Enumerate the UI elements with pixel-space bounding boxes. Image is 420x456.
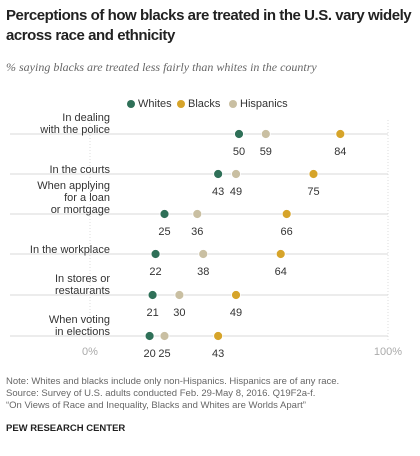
value-label: 64 [275,266,287,278]
value-label: 50 [233,146,245,158]
chart-subtitle: % saying blacks are treated less fairly … [6,60,317,74]
note-line: Note: Whites and blacks include only non… [6,376,340,387]
notes: Note: Whites and blacks include only non… [6,376,418,412]
value-label: 49 [230,186,242,198]
value-label: 30 [173,307,185,319]
x-tick-label: 0% [82,346,98,358]
dot [308,169,319,179]
dot [150,249,161,259]
category-label-line: In stores or [55,273,110,285]
dot [147,290,158,300]
category-label: In the courts [49,164,110,176]
dot [198,249,209,259]
category-label-line: In dealing [62,112,110,124]
dot [213,331,224,341]
dot [335,129,346,139]
legend-swatch [177,100,185,108]
dot [159,331,170,341]
value-label: 59 [260,146,272,158]
category-label-line: or mortgage [51,204,110,216]
value-label: 36 [191,226,203,238]
value-label: 22 [149,266,161,278]
value-label: 43 [212,348,224,360]
category-label-line: with the police [39,124,110,136]
value-label: 43 [212,186,224,198]
dot [275,249,286,259]
source: PEW RESEARCH CENTER [6,423,126,434]
dot [144,331,155,341]
value-label: 20 [143,348,155,360]
category-label-line: restaurants [55,285,111,297]
dot [213,169,224,179]
value-label: 21 [146,307,158,319]
value-label: 38 [197,266,209,278]
category-label-line: When voting [49,314,110,326]
value-label: 49 [230,307,242,319]
chart-title: Perceptions of how blacks are treated in… [6,7,412,44]
note-line: Source: Survey of U.S. adults conducted … [6,388,316,399]
value-label: 25 [158,348,170,360]
dot [281,209,292,219]
category-label: In dealing with the police [39,112,110,136]
category-label: When voting in elections [49,314,111,338]
legend-swatch [127,100,135,108]
category-label-line: When applying [37,180,110,192]
dot [234,129,244,139]
category-label-line: In the workplace [30,244,110,256]
category-label: When applying for a loan or mortgage [37,180,110,216]
value-label: 84 [334,146,346,158]
chart: Whites Blacks Hispanics 0% 100% In dealing wit… [10,98,402,360]
dot [159,209,170,219]
value-label: 25 [158,226,170,238]
value-label: 75 [307,186,319,198]
value-label: 66 [281,226,293,238]
dot [231,290,241,300]
dot [174,290,185,300]
legend-label: Whites [138,98,172,110]
dot [260,129,271,139]
dot [192,209,203,219]
category-label-line: In the courts [49,164,110,176]
category-label: In stores or restaurants [55,273,111,297]
x-tick-label: 100% [374,346,402,358]
note-line: “On Views of Race and Inequality, Blacks… [6,400,306,411]
category-label-line: for a loan [64,192,110,204]
category-label: In the workplace [30,244,110,256]
legend-label: Hispanics [240,98,288,110]
legend-label: Blacks [188,98,221,110]
category-label-line: in elections [55,326,111,338]
dot [231,169,241,179]
legend-swatch [229,100,237,108]
